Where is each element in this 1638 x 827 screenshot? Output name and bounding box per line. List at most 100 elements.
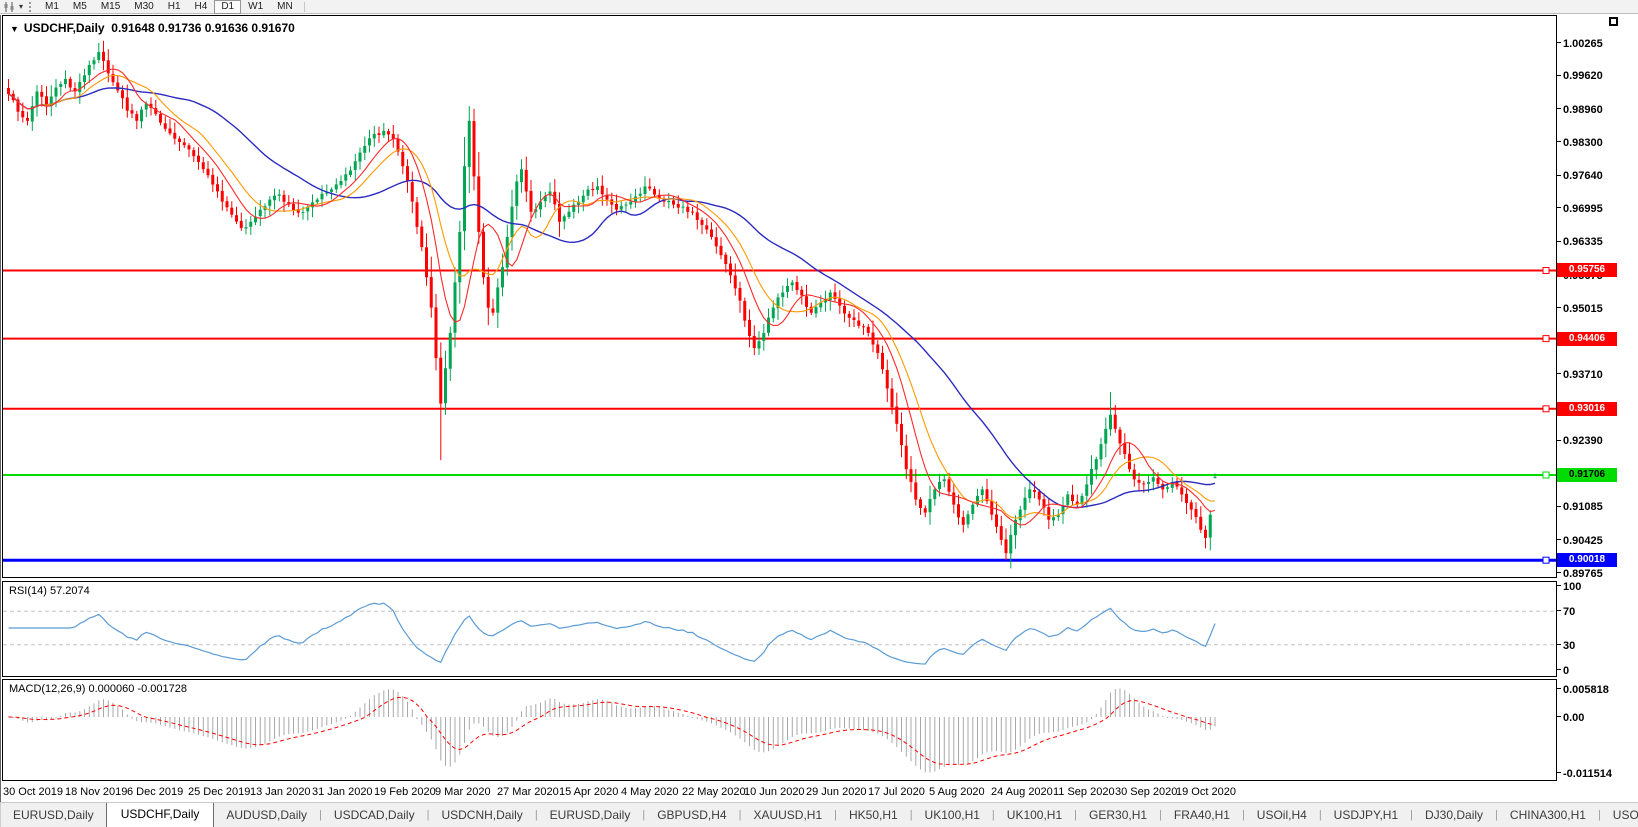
tab-ger30-h1[interactable]: GER30,H1: [1089, 808, 1148, 822]
timeframe-button-mn[interactable]: MN: [277, 0, 293, 12]
date-label: 30 Oct 2019: [3, 786, 63, 798]
rsi-panel[interactable]: RSI(14) 57.2074: [2, 581, 1557, 677]
candlestick-chart[interactable]: [3, 16, 1556, 577]
rsi-value: 57.2074: [49, 585, 90, 597]
macd-values: 0.000060 -0.001728: [88, 683, 187, 695]
date-label: 19 Oct 2020: [1176, 786, 1236, 798]
price-axis-label: 0.96335: [1557, 235, 1603, 248]
timeframe-button-h4[interactable]: H4: [194, 0, 208, 12]
date-label: 4 May 2020: [621, 786, 679, 798]
price-line-badge: 0.94406: [1557, 331, 1617, 346]
tab-usoil-h1[interactable]: USOil,H1: [1612, 808, 1638, 822]
ohlc-values: 0.91648 0.91736 0.91636 0.91670: [111, 21, 295, 35]
timeframe-buttons: M1 M5 M15 M30 H1 H4 D1 W1 MN: [38, 0, 300, 14]
rsi-axis-label: 70: [1557, 605, 1575, 618]
tab-china300-h1[interactable]: CHINA300,H1: [1509, 808, 1586, 822]
tab-uk100-h1[interactable]: UK100,H1: [924, 808, 980, 822]
timeframe-button-w1[interactable]: W1: [248, 0, 264, 12]
tab-separator: |: [1597, 809, 1601, 821]
tab-separator: |: [1495, 809, 1498, 821]
price-panel[interactable]: ▼ USDCHF,Daily 0.91648 0.91736 0.91636 0.…: [2, 15, 1557, 578]
tab-usoil-h4[interactable]: USOil,H4: [1256, 808, 1307, 822]
tab-separator: |: [642, 809, 646, 821]
date-label: 29 Jun 2020: [806, 786, 867, 798]
date-label: 22 May 2020: [682, 786, 746, 798]
price-axis-label: 0.90425: [1557, 534, 1603, 547]
tab-fra40-h1[interactable]: FRA40,H1: [1173, 808, 1230, 822]
chart-tab-bar: EURUSD,Daily USDCHF,Daily AUDUSD,Daily | USD…: [0, 802, 1638, 827]
tab-separator: |: [1318, 809, 1322, 821]
date-label: 25 Dec 2019: [188, 786, 251, 798]
tab-separator: |: [1410, 809, 1414, 821]
tab-usdchf-daily[interactable]: USDCHF,Daily: [105, 803, 215, 827]
collapse-caret-icon[interactable]: ▼: [10, 24, 19, 34]
price-axis-label: 0.89765: [1557, 567, 1603, 580]
price-axis-label: 0.98300: [1557, 136, 1603, 149]
tabs-holder: EURUSD,Daily USDCHF,Daily AUDUSD,Daily | USD…: [1, 803, 1638, 827]
toolbar-grip[interactable]: [29, 1, 32, 12]
timeframe-button-m15[interactable]: M15: [100, 0, 121, 12]
timeframe-button-m1[interactable]: M1: [45, 0, 59, 12]
price-axis-label: 0.93710: [1557, 368, 1603, 381]
date-label: 27 Mar 2020: [497, 786, 559, 798]
macd-axis-label: -0.011514: [1557, 767, 1612, 780]
rsi-indicator-chart[interactable]: [3, 582, 1556, 676]
date-label: 9 Mar 2020: [435, 786, 491, 798]
tab-usdjpy-h1[interactable]: USDJPY,H1: [1333, 808, 1399, 822]
tab-xauusd-h1[interactable]: XAUUSD,H1: [753, 808, 823, 822]
rsi-axis-label: 30: [1557, 639, 1575, 652]
tab-separator: |: [1074, 809, 1078, 821]
chart-type-icon[interactable]: [3, 1, 17, 12]
price-line-badge: 0.90018: [1557, 553, 1617, 568]
tab-dj30-daily[interactable]: DJ30,Daily: [1425, 808, 1484, 822]
tab-separator: |: [1241, 809, 1245, 821]
rsi-axis-label: 100: [1557, 580, 1581, 593]
date-label: 15 Apr 2020: [559, 786, 619, 798]
chart-title: ▼ USDCHF,Daily 0.91648 0.91736 0.91636 0.…: [10, 21, 295, 35]
date-label: 30 Sep 2020: [1115, 786, 1178, 798]
chart-window-button[interactable]: [1609, 17, 1618, 26]
rsi-label: RSI(14) 57.2074: [9, 585, 90, 597]
timeframe-button-d1[interactable]: D1: [214, 0, 242, 14]
chart-frame-edge: [0, 15, 1, 802]
timeframe-button-h1[interactable]: H1: [167, 0, 181, 12]
price-axis-label: 0.92390: [1557, 434, 1603, 447]
date-label: 5 Aug 2020: [929, 786, 985, 798]
tab-separator: |: [738, 809, 742, 821]
tab-eurusd-daily[interactable]: EURUSD,Daily: [549, 808, 631, 822]
price-line-badge: 0.91706: [1557, 468, 1617, 482]
price-line-badge: 0.95756: [1557, 263, 1617, 278]
date-label: 19 Feb 2020: [374, 786, 436, 798]
date-label: 31 Jan 2020: [312, 786, 373, 798]
date-label: 18 Nov 2019: [65, 786, 128, 798]
chevron-down-icon[interactable]: ▾: [19, 2, 24, 11]
tab-usdcnh-daily[interactable]: USDCNH,Daily: [441, 808, 523, 822]
tab-separator: |: [426, 809, 430, 821]
date-label: 10 Jun 2020: [744, 786, 805, 798]
tab-hk50-h1[interactable]: HK50,H1: [848, 808, 898, 822]
tab-usdcad-daily[interactable]: USDCAD,Daily: [333, 808, 415, 822]
tab-separator: |: [319, 809, 322, 821]
date-axis: 30 Oct 2019 18 Nov 2019 6 Dec 2019 25 Dec 2…: [2, 782, 1556, 802]
price-axis-label: 1.00265: [1557, 37, 1603, 50]
toolbar-separator: [303, 1, 305, 12]
macd-axis-label: 0.005818: [1557, 683, 1609, 696]
price-axis-label: 0.95015: [1557, 302, 1603, 315]
date-label: 6 Dec 2019: [127, 786, 184, 798]
tab-gbpusd-h4[interactable]: GBPUSD,H4: [657, 808, 727, 822]
tab-separator: |: [534, 809, 538, 821]
macd-indicator-chart[interactable]: [3, 680, 1556, 780]
timeframe-button-m30[interactable]: M30: [134, 0, 154, 12]
tab-audusd-daily[interactable]: AUDUSD,Daily: [226, 808, 308, 822]
tab-uk100-h1[interactable]: UK100,H1: [1006, 808, 1063, 822]
date-label: 11 Sep 2020: [1053, 786, 1115, 798]
price-line-badge: 0.93016: [1557, 401, 1617, 416]
timeframe-toolbar: ▾ M1 M5 M15 M30 H1 H4 D1 W1 MN: [0, 0, 1638, 14]
tab-separator: |: [909, 809, 913, 821]
macd-panel[interactable]: MACD(12,26,9) 0.000060 -0.001728: [2, 679, 1557, 781]
timeframe-button-m5[interactable]: M5: [72, 0, 87, 12]
date-label: 13 Jan 2020: [250, 786, 311, 798]
macd-label: MACD(12,26,9) 0.000060 -0.001728: [9, 683, 187, 695]
tab-eurusd-daily[interactable]: EURUSD,Daily: [13, 808, 94, 822]
